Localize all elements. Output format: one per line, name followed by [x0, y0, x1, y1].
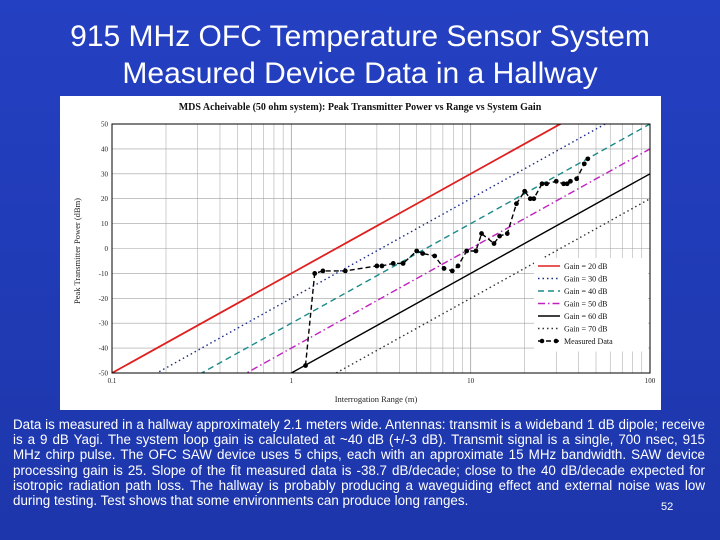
y-tick-label: -30: [99, 320, 109, 328]
measured-data-point: [574, 176, 580, 182]
legend-label: Gain = 40 dB: [564, 287, 607, 296]
y-tick-label: -50: [99, 370, 109, 378]
series-line-3: [245, 148, 650, 373]
measured-data-point: [342, 268, 348, 274]
y-tick-label: -10: [99, 270, 109, 278]
chart-title: MDS Acheivable (50 ohm system): Peak Tra…: [179, 102, 542, 113]
measured-data-point: [581, 161, 587, 167]
x-tick-label: 10: [467, 377, 475, 385]
measured-data-point: [553, 178, 559, 184]
y-tick-label: 10: [101, 220, 109, 228]
plot-frame: [111, 123, 651, 374]
measured-data-point: [420, 251, 426, 256]
measured-data-point: [374, 263, 380, 269]
measured-data-point: [473, 248, 479, 254]
x-tick-label: 100: [645, 377, 656, 385]
measured-data-point: [441, 266, 447, 271]
y-tick-label: -20: [99, 295, 109, 303]
measured-data-point: [414, 248, 420, 254]
measured-data-point: [455, 263, 461, 269]
measured-data-point: [544, 181, 549, 187]
measured-data-point: [379, 263, 385, 269]
chart-figure: MDS Acheivable (50 ohm system): Peak Tra…: [60, 96, 661, 410]
title-line-1: 915 MHz OFC Temperature Sensor System: [70, 20, 650, 53]
body-text: Data is measured in a hallway approximat…: [13, 417, 705, 509]
measured-data-point: [312, 271, 318, 276]
measured-data-point: [585, 156, 591, 162]
measured-data-point: [390, 261, 396, 266]
measured-data-point: [539, 181, 545, 187]
measured-data-point: [497, 233, 503, 239]
measured-data-point: [531, 196, 537, 202]
x-tick-label: 0.1: [108, 377, 117, 385]
legend-label: Gain = 50 dB: [564, 300, 607, 309]
title-line-2: Measured Device Data in a Hallway: [122, 57, 598, 90]
series-line-6: [304, 158, 589, 366]
slide-title: 915 MHz OFC Temperature Sensor System Me…: [0, 18, 720, 92]
measured-data-point: [400, 261, 406, 266]
page-number: 52: [661, 501, 674, 513]
measured-data-point: [320, 268, 326, 274]
y-tick-label: 40: [101, 145, 109, 153]
legend-label: Gain = 30 dB: [564, 275, 607, 284]
legend-marker: [553, 338, 559, 344]
y-tick-label: 50: [101, 121, 109, 129]
x-axis-label: Interrogation Range (m): [335, 394, 418, 404]
measured-data-point: [561, 181, 567, 187]
measured-data-point: [464, 248, 470, 254]
measured-data-point: [564, 181, 570, 187]
legend-label: Gain = 60 dB: [564, 312, 607, 321]
legend-background: [534, 258, 648, 352]
measured-data-point: [432, 253, 438, 259]
measured-data-point: [568, 178, 573, 184]
legend-label: Measured Data: [564, 337, 613, 346]
y-tick-label: 20: [101, 195, 109, 203]
measured-data-point: [491, 241, 497, 246]
legend-marker: [539, 338, 545, 344]
measured-data-point: [303, 363, 308, 368]
measured-data-point: [527, 196, 533, 202]
legend-label: Gain = 20 dB: [564, 262, 607, 271]
y-axis-label: Peak Transmitter Power (dBm): [72, 198, 82, 304]
legend-label: Gain = 70 dB: [564, 325, 607, 334]
y-tick-label: 0: [105, 245, 109, 253]
chart-legend: Gain = 20 dB Gain = 30 dB Gain = 40 dB Gain…: [534, 258, 648, 352]
measured-data-point: [449, 268, 455, 274]
series-layer: [112, 124, 650, 373]
measured-data-point: [522, 188, 528, 194]
y-tick-label: -40: [99, 345, 109, 353]
measured-data-point: [504, 231, 510, 236]
x-tick-label: 1: [290, 377, 294, 385]
measured-data-point: [479, 231, 484, 236]
series-line-4: [289, 173, 650, 373]
y-tick-label: 30: [101, 170, 109, 178]
chart-svg: MDS Acheivable (50 ohm system): Peak Tra…: [72, 102, 656, 404]
measured-data-point: [514, 201, 519, 207]
